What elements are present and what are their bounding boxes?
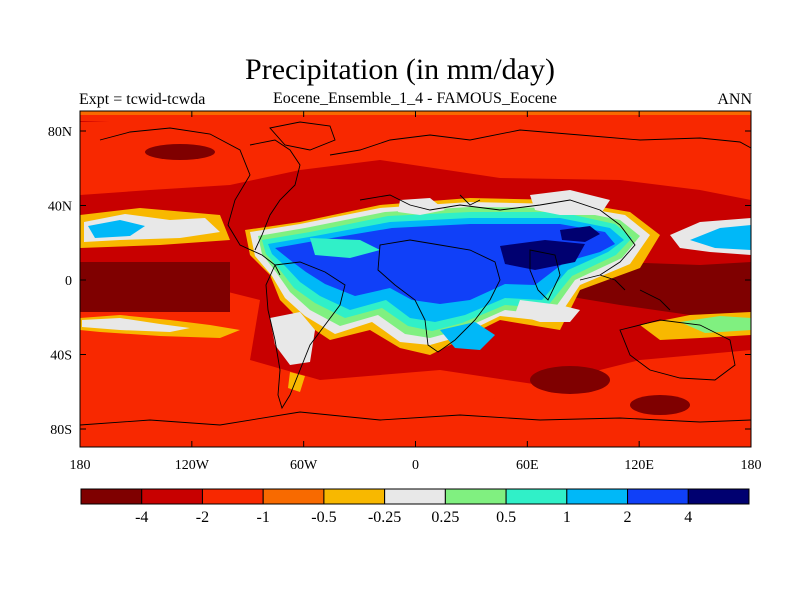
legend-label: 1 (563, 509, 571, 526)
legend-label: -4 (135, 509, 148, 526)
coastline-islands (459, 194, 671, 311)
y-tick-label: 80S (50, 423, 72, 438)
coastlines (80, 121, 751, 426)
contour-fill (80, 280, 751, 400)
x-tick-label: 180 (741, 458, 762, 473)
contour-fill (145, 144, 215, 160)
coastline-africa (377, 239, 501, 353)
coastline-antarctica (80, 411, 751, 426)
coastline-north-america (99, 127, 281, 276)
legend-swatch (566, 488, 629, 505)
contour-fill (530, 190, 610, 215)
legend-label: 0.5 (496, 509, 516, 526)
legend-swatch (201, 488, 264, 505)
contour-fill (500, 240, 585, 270)
coastline-greenland (269, 121, 336, 151)
legend-label: -0.5 (311, 509, 336, 526)
x-tick-label: 60E (516, 458, 539, 473)
contour-fill (690, 225, 751, 250)
legend-swatch (687, 488, 750, 505)
legend-label: 2 (624, 509, 632, 526)
legend-swatch (80, 488, 143, 505)
contour-fill (398, 198, 445, 215)
legend-label: 0.25 (431, 509, 459, 526)
coastline-australia (619, 319, 736, 381)
y-tick-label: 40S (50, 349, 72, 364)
coastline-south-america (265, 261, 346, 410)
legend-swatch (505, 488, 568, 505)
y-tick-label: 0 (65, 274, 72, 289)
coastline-europe-south (359, 194, 636, 281)
legend-swatch (384, 488, 446, 505)
legend-swatch (627, 488, 689, 505)
x-tick-label: 120E (624, 458, 654, 473)
legend-swatch (323, 488, 386, 505)
legend-label: -1 (257, 509, 270, 526)
contour-fill (440, 322, 495, 350)
x-tick-label: 180 (70, 458, 91, 473)
contour-fill (288, 372, 305, 392)
x-tick-label: 60W (290, 458, 318, 473)
season-label: ANN (717, 91, 752, 108)
legend-label: 4 (684, 509, 692, 526)
coastline-europe-asia (329, 129, 751, 156)
precipitation-field (80, 111, 751, 447)
contour-fill (80, 262, 230, 312)
contour-fill (560, 226, 600, 242)
coastline-north-america-east (249, 139, 301, 251)
contour-fill (80, 385, 751, 447)
experiment-label: Expt = tcwid-tcwda (79, 91, 206, 108)
legend-swatch (444, 488, 507, 505)
legend-swatch (262, 488, 325, 505)
axis-ticks: 180 120W 60W 0 60E 120E 180 80N 40N 0 40S 80S (48, 111, 762, 473)
legend-label: -0.25 (368, 509, 401, 526)
contour-fill (82, 318, 190, 332)
legend-swatch (141, 488, 203, 505)
color-legend: -4 -2 -1 -0.5 -0.25 0.25 0.5 1 2 4 (80, 488, 750, 526)
contour-fill (515, 300, 580, 322)
contour-fill (530, 366, 610, 394)
difference-label: Eocene_Ensemble_1_4 - FAMOUS_Eocene (272, 90, 558, 107)
contour-fill (270, 312, 315, 365)
plot-title: Precipitation (in mm/day) (245, 53, 555, 86)
x-tick-label: 0 (412, 458, 419, 473)
contour-fill (680, 316, 751, 333)
legend-label: -2 (196, 509, 209, 526)
contour-fill (310, 238, 380, 258)
y-tick-label: 40N (48, 200, 72, 215)
coastline-india (529, 249, 561, 301)
x-tick-label: 120W (175, 458, 210, 473)
contour-fill (88, 220, 145, 238)
y-tick-label: 80N (48, 125, 72, 140)
contour-fill (630, 395, 690, 415)
